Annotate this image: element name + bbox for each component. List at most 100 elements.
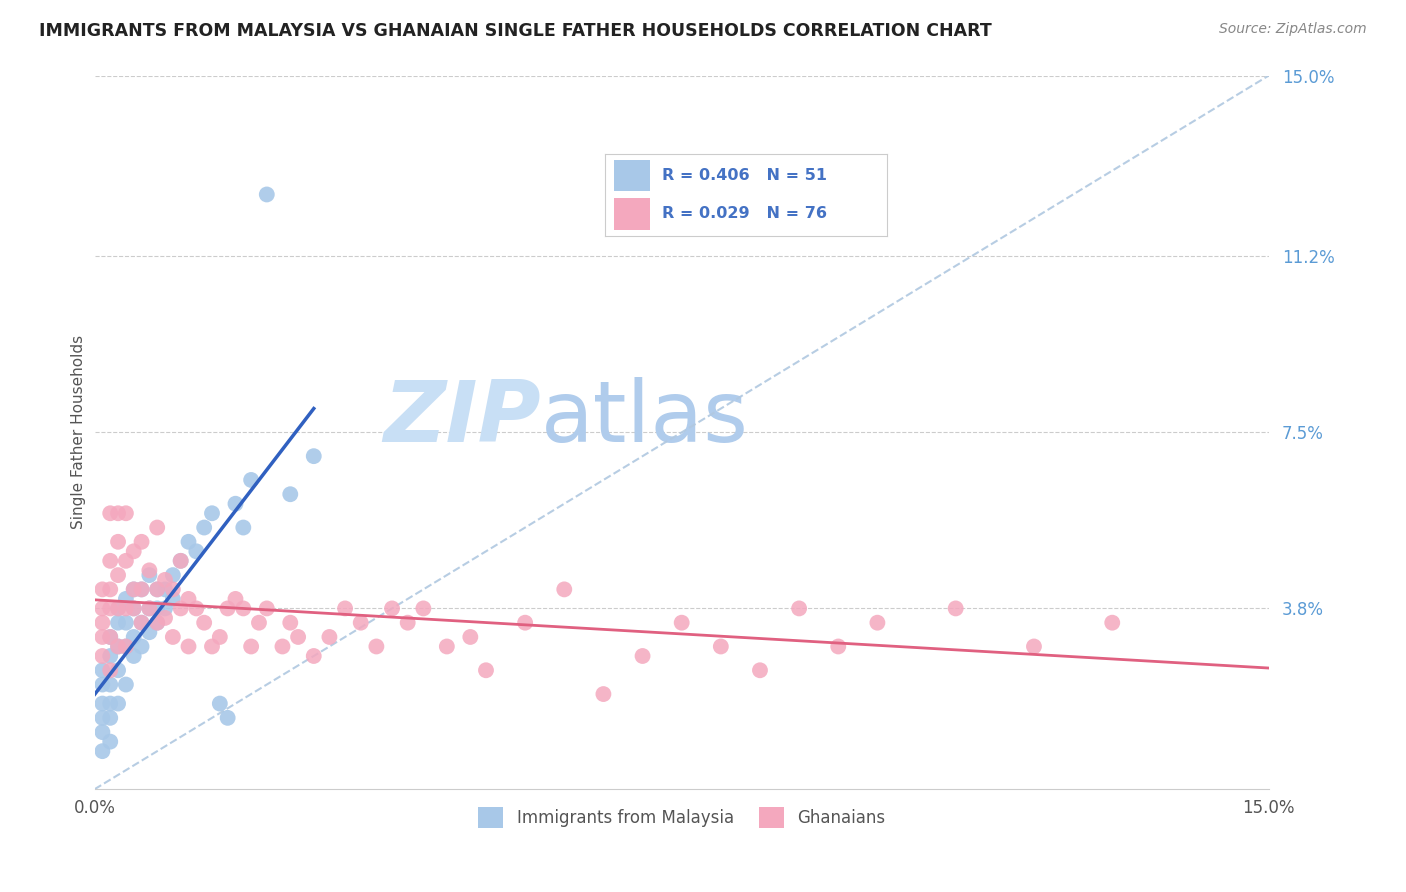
Point [107,506,129,520]
Point [247,615,270,630]
Point [146,582,169,597]
Point [138,625,160,640]
Point [153,582,176,597]
Point [827,640,849,654]
Point [91,582,114,597]
Point [138,563,160,577]
Point [131,640,153,654]
Point [91,725,114,739]
Point [513,615,536,630]
Point [224,497,246,511]
Point [170,601,193,615]
Point [131,615,153,630]
Point [162,591,184,606]
Point [787,601,810,615]
Point [671,615,693,630]
Point [98,630,121,644]
Point [287,630,309,644]
Point [553,582,575,597]
Point [91,663,114,677]
Point [146,615,169,630]
Point [592,687,614,701]
Point [201,506,224,520]
Point [162,582,184,597]
Point [115,615,138,630]
Point [98,554,121,568]
Point [186,601,208,615]
Point [193,520,215,534]
Point [138,601,160,615]
Point [98,648,121,663]
Point [115,640,138,654]
Point [107,534,129,549]
Point [91,744,114,758]
Point [475,663,498,677]
Point [98,677,121,691]
Point [122,601,145,615]
Point [107,568,129,582]
Point [866,615,889,630]
Point [170,554,193,568]
Point [91,615,114,630]
Point [217,601,239,615]
Point [91,697,114,711]
Point [381,601,404,615]
Point [208,630,231,644]
Point [177,591,200,606]
Point [217,711,239,725]
Point [366,640,388,654]
Point [146,520,169,534]
Point [122,601,145,615]
Point [91,630,114,644]
Point [146,615,169,630]
Point [107,601,129,615]
Point [131,582,153,597]
Point [131,582,153,597]
Point [302,648,325,663]
Point [153,573,176,587]
Point [240,473,263,487]
Point [146,582,169,597]
Point [193,615,215,630]
Point [98,734,121,748]
Point [122,582,145,597]
Point [91,711,114,725]
Point [122,544,145,558]
Point [318,630,340,644]
Point [91,677,114,691]
Point [631,648,654,663]
Point [115,506,138,520]
Point [98,697,121,711]
Point [333,601,356,615]
Point [115,601,138,615]
Point [208,697,231,711]
Point [436,640,458,654]
Point [122,630,145,644]
Point [460,630,482,644]
Point [396,615,419,630]
Point [91,601,114,615]
Point [98,711,121,725]
Point [146,601,169,615]
Point [278,615,301,630]
Point [186,544,208,558]
Point [98,506,121,520]
Text: Source: ZipAtlas.com: Source: ZipAtlas.com [1219,22,1367,37]
Point [153,611,176,625]
Point [115,591,138,606]
Point [98,601,121,615]
Point [177,640,200,654]
Point [138,568,160,582]
Point [115,640,138,654]
Point [115,677,138,691]
Point [98,582,121,597]
Point [170,554,193,568]
Text: atlas: atlas [541,376,749,459]
Point [162,568,184,582]
Point [232,601,254,615]
Text: IMMIGRANTS FROM MALAYSIA VS GHANAIAN SINGLE FATHER HOUSEHOLDS CORRELATION CHART: IMMIGRANTS FROM MALAYSIA VS GHANAIAN SIN… [39,22,993,40]
Point [98,663,121,677]
Point [98,630,121,644]
Point [1101,615,1123,630]
Point [350,615,373,630]
